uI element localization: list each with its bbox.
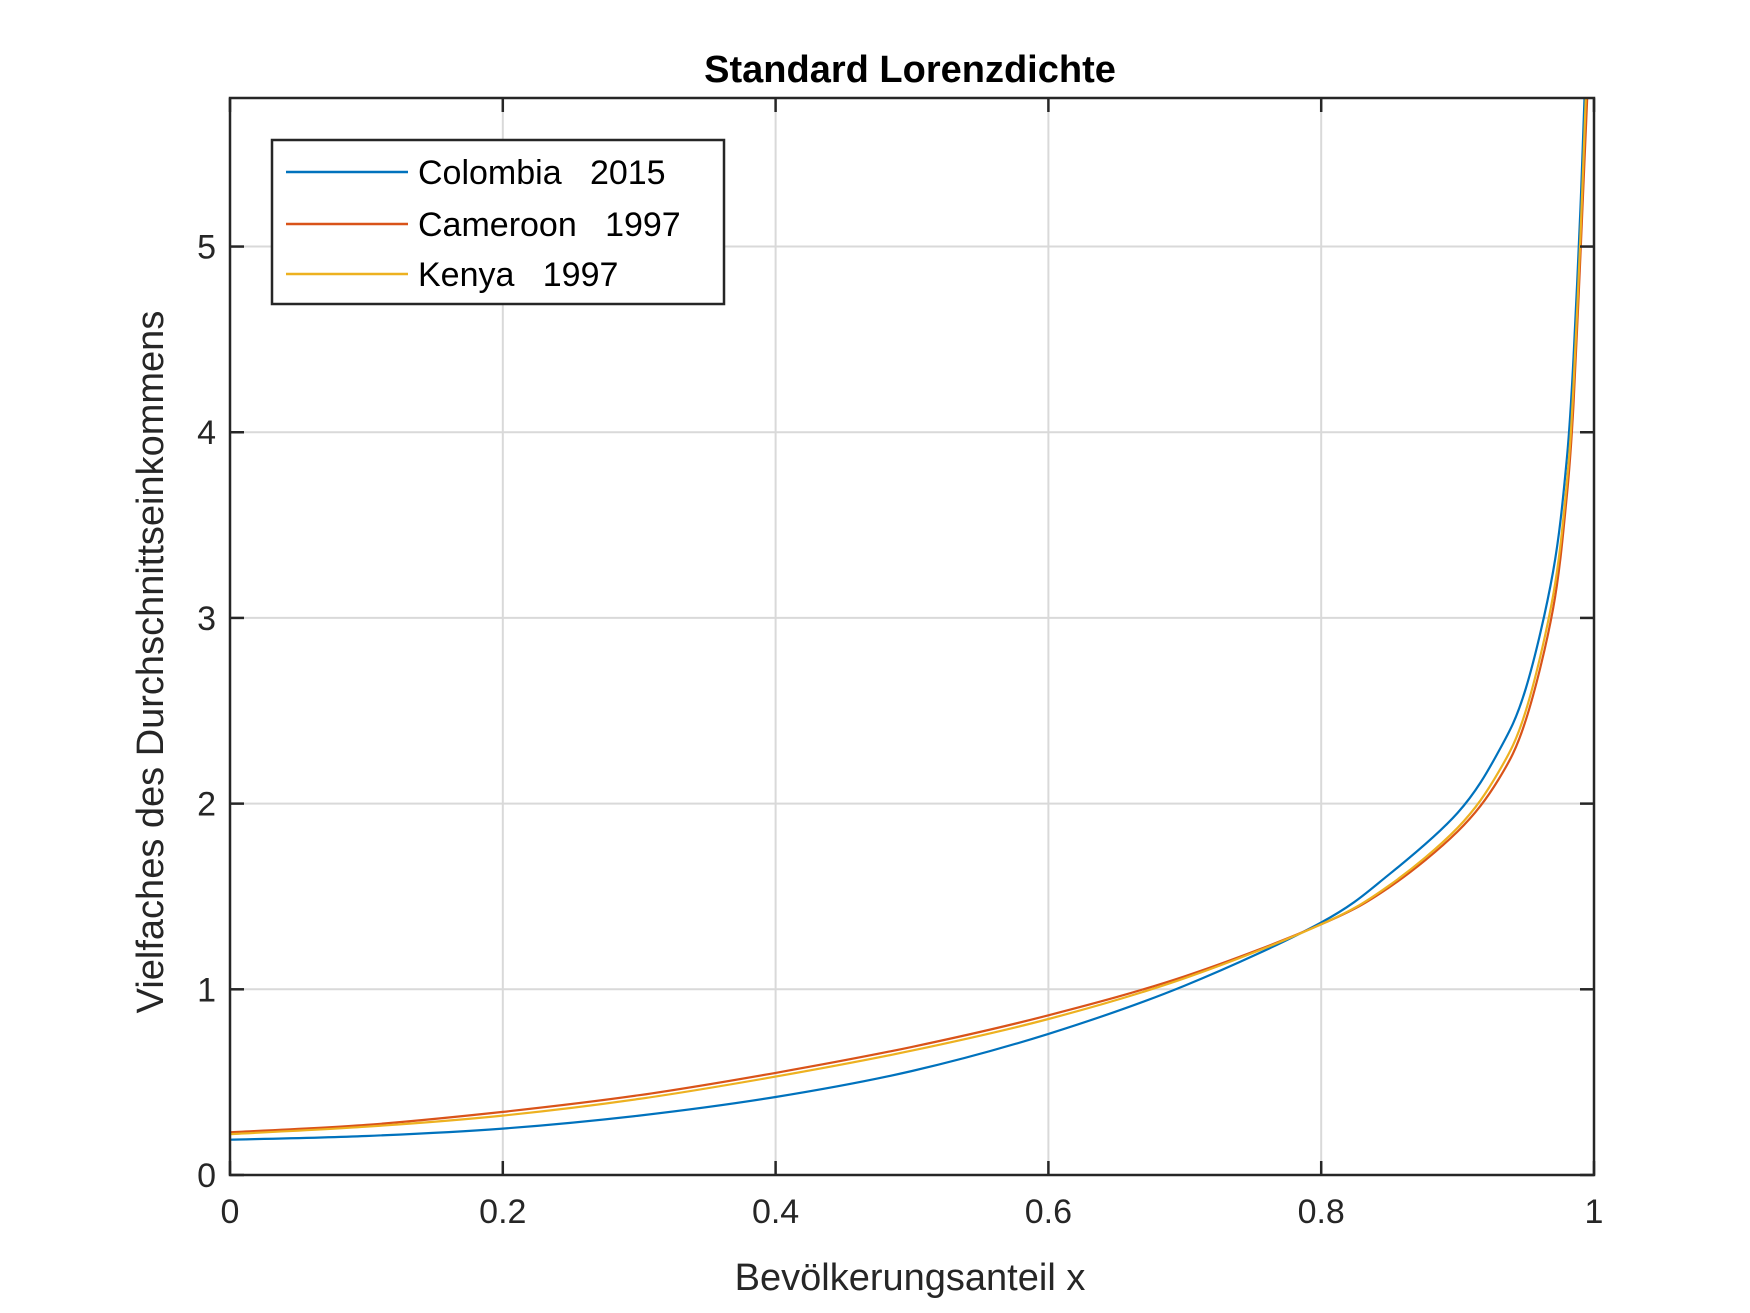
series-line-kenya-1997 <box>230 98 1587 1136</box>
y-tick-label: 4 <box>197 414 216 452</box>
y-tick-label: 3 <box>197 600 216 638</box>
x-tick-label: 0.8 <box>1298 1193 1345 1231</box>
y-tick-labels: 0 1 2 3 4 5 <box>197 229 216 1195</box>
legend-entry-cameroon-1997: Cameroon 1997 <box>418 206 681 244</box>
legend-box <box>270 138 726 306</box>
y-tick-label: 5 <box>197 229 216 267</box>
series-lines <box>230 98 1589 1141</box>
y-axis-label: Vielfaches des Durchschnittseinkommens <box>130 311 172 1014</box>
series-line-colombia-2015 <box>230 98 1586 1141</box>
x-tick-label: 0.2 <box>479 1193 526 1231</box>
y-tick-label: 2 <box>197 786 216 824</box>
legend-entry-colombia-2015: Colombia 2015 <box>418 154 666 192</box>
x-axis-label: Bevölkerungsanteil x <box>735 1257 1086 1299</box>
x-tick-label: 1 <box>1585 1193 1604 1231</box>
y-tick-label: 1 <box>197 971 216 1009</box>
grid-lines <box>230 98 1594 1175</box>
chart-title: Standard Lorenzdichte <box>704 49 1116 91</box>
x-tick-labels: 0 0.2 0.4 0.6 0.8 1 <box>221 1193 1604 1231</box>
x-tick-label: 0.6 <box>1025 1193 1072 1231</box>
y-tick-label: 0 <box>197 1157 216 1195</box>
x-tick-label: 0.4 <box>752 1193 799 1231</box>
x-tick-label: 0 <box>221 1193 240 1231</box>
plot-frame <box>228 96 1596 1177</box>
axis-ticks <box>228 98 1596 1177</box>
legend: Colombia 2015 Cameroon 1997 Kenya 1997 <box>270 138 726 306</box>
legend-entry-kenya-1997: Kenya 1997 <box>418 256 618 294</box>
